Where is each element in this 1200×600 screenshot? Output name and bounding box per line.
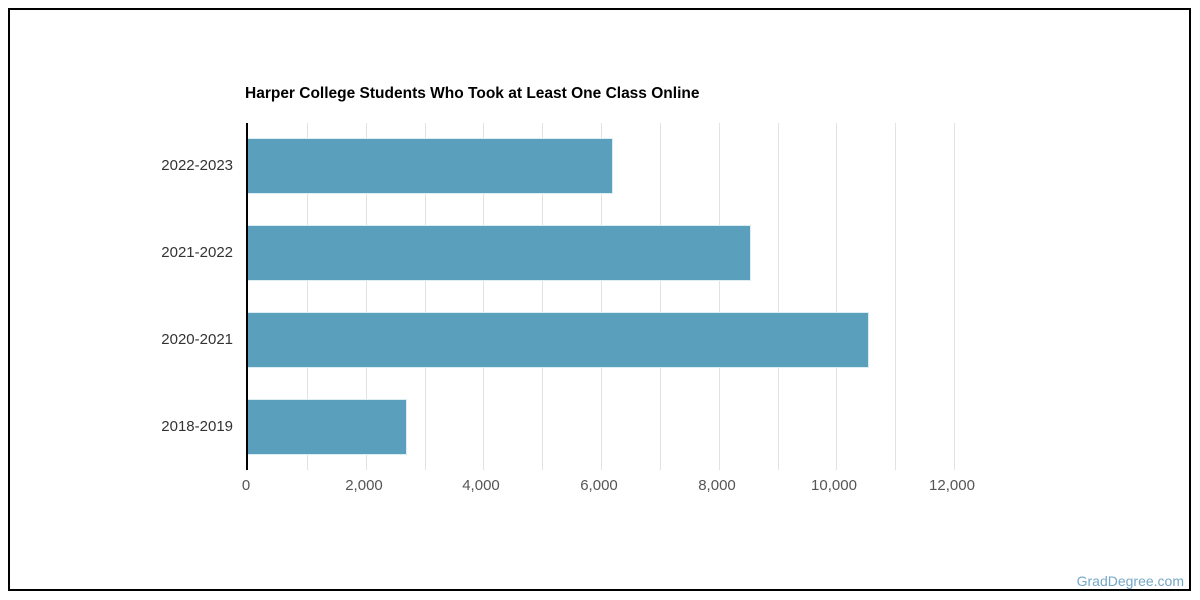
plot-area <box>246 123 955 470</box>
chart-title: Harper College Students Who Took at Leas… <box>245 85 700 102</box>
x-axis-label: 10,000 <box>811 477 857 494</box>
y-axis-label: 2022-2023 <box>161 157 233 174</box>
gridline <box>425 123 426 470</box>
bar-2022-2023 <box>248 138 613 194</box>
gridline <box>660 123 661 470</box>
gridline <box>601 123 602 470</box>
y-axis-label: 2018-2019 <box>161 418 233 435</box>
gridline <box>895 123 896 470</box>
x-axis-label: 8,000 <box>698 477 736 494</box>
x-axis-label: 6,000 <box>580 477 618 494</box>
gridline <box>954 123 955 470</box>
y-axis-label: 2020-2021 <box>161 331 233 348</box>
gridline <box>836 123 837 470</box>
bar-2020-2021 <box>248 312 869 368</box>
bar-2021-2022 <box>248 225 751 281</box>
watermark-link[interactable]: GradDegree.com <box>1076 573 1184 589</box>
gridline <box>778 123 779 470</box>
gridline <box>542 123 543 470</box>
x-axis-label: 4,000 <box>462 477 500 494</box>
gridline <box>366 123 367 470</box>
gridline <box>307 123 308 470</box>
gridline <box>483 123 484 470</box>
bar-2018-2019 <box>248 399 407 455</box>
x-axis-label: 0 <box>241 477 251 494</box>
gridline <box>719 123 720 470</box>
x-axis-label: 12,000 <box>929 477 975 494</box>
y-axis-label: 2021-2022 <box>161 244 233 261</box>
x-axis-label: 2,000 <box>345 477 383 494</box>
